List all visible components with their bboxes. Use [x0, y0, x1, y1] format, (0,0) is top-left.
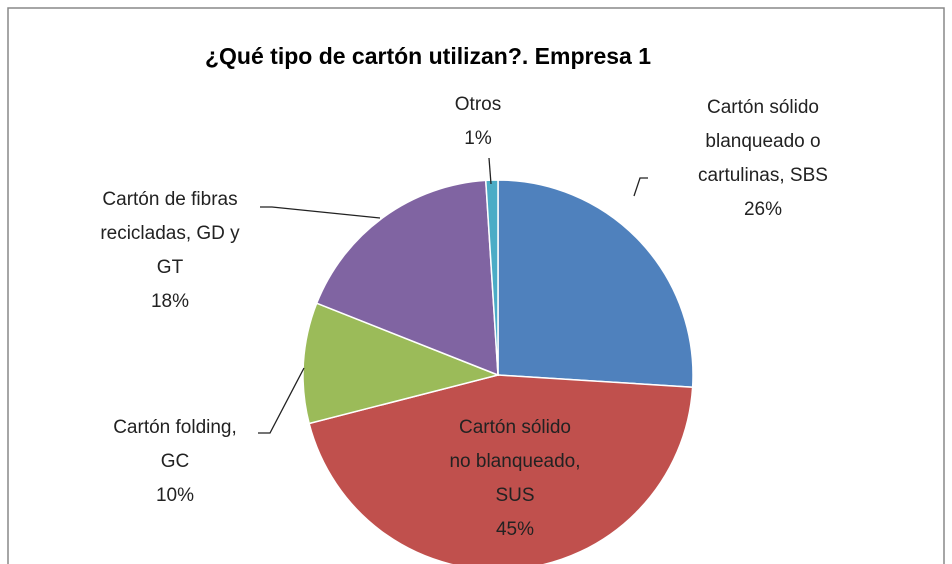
pie-slice	[302, 302, 501, 425]
slice-value-label: 18%	[151, 291, 189, 312]
pie-slice	[484, 179, 499, 376]
leader-line	[258, 367, 305, 434]
pie-slice	[497, 179, 694, 389]
slice-label: Cartón de fibras recicladas, GD y GT	[100, 189, 240, 278]
leader-line	[488, 157, 492, 185]
slice-label: Cartón sólido no blanqueado, SUS	[449, 417, 580, 506]
chart-border	[7, 7, 945, 564]
slice-value-label: 1%	[464, 128, 492, 149]
slice-value-label: 26%	[744, 199, 782, 220]
pie-slice	[315, 179, 499, 377]
slice-value-label: 10%	[156, 485, 194, 506]
slice-value-label: 45%	[496, 519, 534, 540]
pie-slice	[308, 374, 694, 564]
leader-line	[260, 206, 381, 219]
leader-line	[633, 177, 648, 197]
slice-label: Cartón sólido blanqueado o cartulinas, SBS	[698, 97, 828, 186]
slice-label: Otros	[455, 94, 501, 115]
chart-title: ¿Qué tipo de cartón utilizan?. Empresa 1	[205, 43, 651, 69]
slice-label: Cartón folding, GC	[113, 417, 237, 472]
